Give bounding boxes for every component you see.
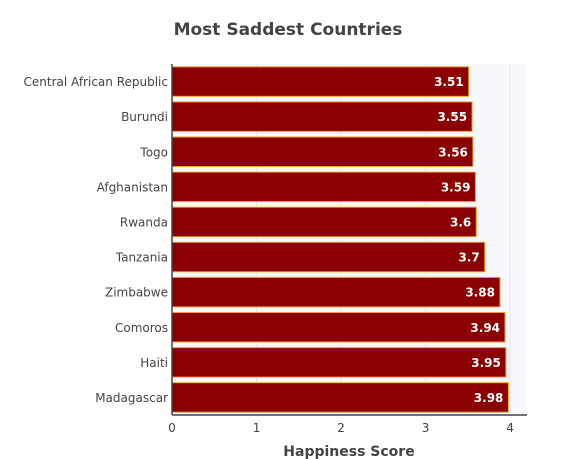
x-axis-title: Happiness Score — [283, 444, 414, 459]
bar — [171, 241, 486, 273]
y-category-label: Zimbabwe — [105, 286, 168, 300]
y-axis-categories: Central African Republic Burundi Togo Afgha… — [24, 75, 169, 405]
bar — [171, 171, 476, 203]
x-tick-label: 3 — [422, 421, 430, 435]
y-category-label: Haiti — [140, 356, 168, 370]
y-category-label: Tanzania — [115, 251, 168, 265]
y-category-label: Comoros — [115, 321, 168, 335]
data-label: 3.56 — [438, 145, 468, 159]
y-category-label: Togo — [139, 145, 168, 159]
bar — [171, 347, 507, 378]
data-label: 3.98 — [474, 391, 504, 405]
y-category-label: Madagascar — [95, 391, 168, 405]
y-category-label: Central African Republic — [24, 75, 168, 89]
x-tick-label: 2 — [337, 421, 345, 435]
data-label: 3.94 — [470, 321, 500, 335]
data-labels: 3.51 3.55 3.56 3.59 3.6 3.7 3.88 3.94 3.95 3.98 — [434, 75, 503, 405]
x-tick-label: 0 — [168, 421, 176, 435]
bar — [171, 312, 506, 343]
bar — [171, 276, 501, 308]
data-label: 3.88 — [465, 286, 495, 300]
bar — [171, 206, 477, 238]
bar — [171, 101, 473, 132]
x-axis-ticks: 0 1 2 3 4 — [168, 421, 514, 435]
bar — [171, 382, 509, 413]
data-label: 3.59 — [441, 180, 471, 194]
chart-title: Most Saddest Countries — [174, 20, 403, 40]
x-tick-label: 1 — [253, 421, 261, 435]
bars — [171, 66, 509, 413]
data-label: 3.55 — [437, 110, 467, 124]
data-label: 3.51 — [434, 75, 464, 89]
y-category-label: Rwanda — [120, 215, 168, 229]
y-category-label: Afghanistan — [97, 180, 168, 194]
data-label: 3.7 — [458, 251, 479, 265]
data-label: 3.95 — [471, 356, 501, 370]
bar — [171, 136, 474, 167]
bar — [171, 66, 470, 97]
data-label: 3.6 — [450, 215, 471, 229]
x-tick-label: 4 — [506, 421, 514, 435]
y-category-label: Burundi — [121, 110, 168, 124]
